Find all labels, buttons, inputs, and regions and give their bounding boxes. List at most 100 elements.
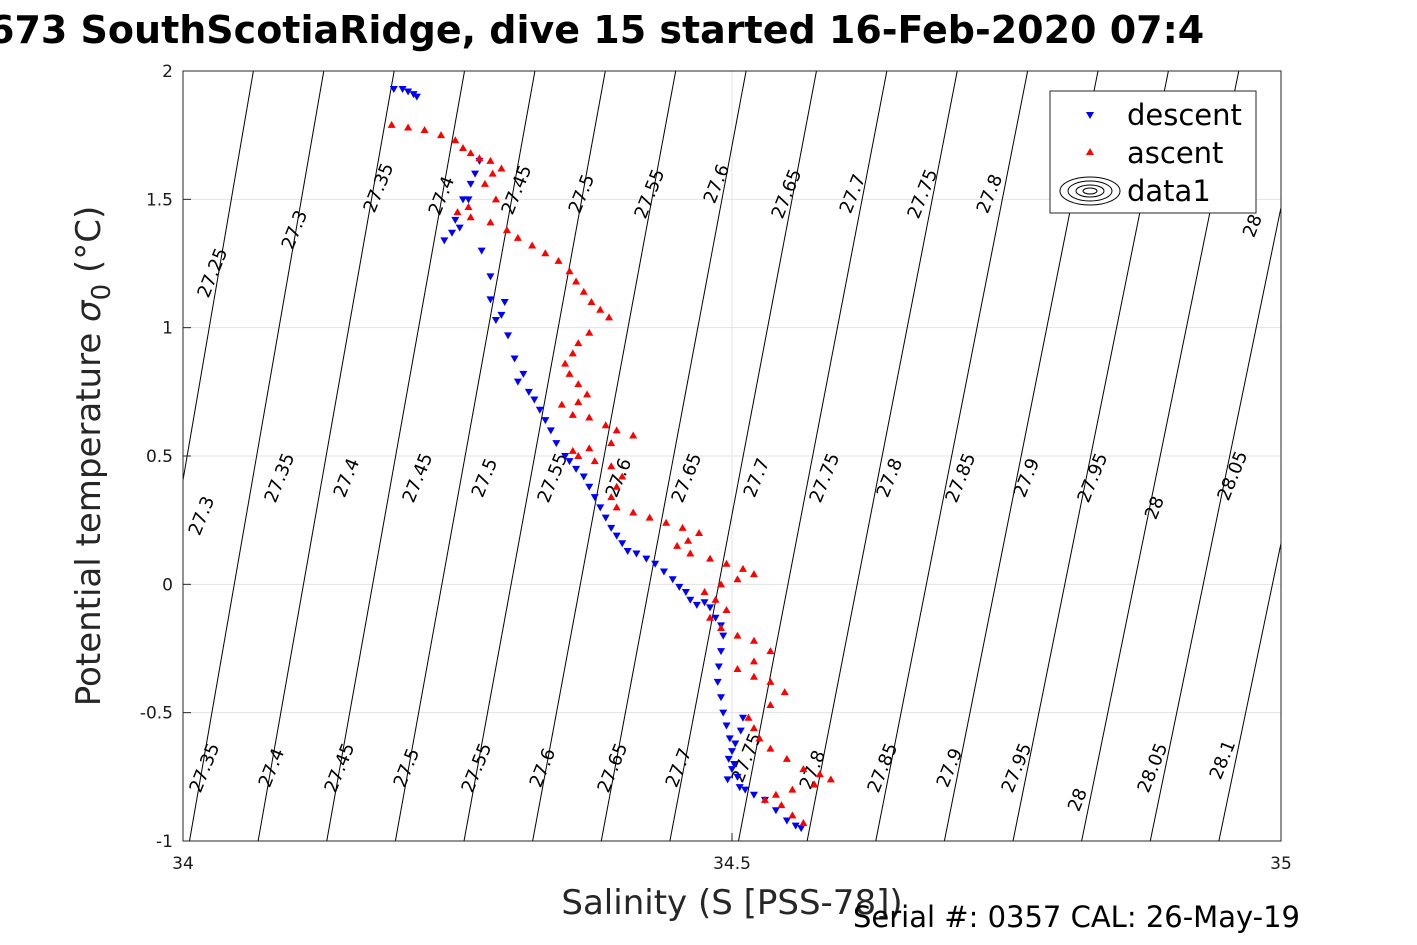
contour-label: 27.95 bbox=[1074, 450, 1113, 506]
ascent-point bbox=[799, 765, 808, 773]
isopycnal-line bbox=[738, 71, 888, 841]
contour-label: 27.65 bbox=[768, 166, 807, 222]
descent-point bbox=[572, 465, 581, 473]
descent-point bbox=[500, 299, 509, 306]
isopycnal-line bbox=[875, 71, 1029, 841]
descent-point bbox=[458, 196, 467, 204]
y-axis-label-name: Potential temperature bbox=[69, 322, 109, 706]
ascent-point bbox=[755, 734, 764, 742]
ascent-point bbox=[587, 298, 596, 305]
descent-point bbox=[713, 678, 722, 686]
ascent-point bbox=[645, 513, 654, 521]
ascent-point bbox=[568, 410, 577, 418]
legend-descent-marker bbox=[1086, 112, 1094, 119]
ascent-point bbox=[574, 339, 583, 347]
contour-label: 27.55 bbox=[631, 166, 670, 222]
contour-label: 27.95 bbox=[998, 740, 1037, 796]
descent-point bbox=[700, 599, 709, 607]
descent-point bbox=[466, 180, 475, 188]
serial-calibration-label: Serial #: 0357 CAL: 26-May-19 bbox=[853, 900, 1300, 934]
descent-point bbox=[642, 555, 651, 563]
descent-point bbox=[730, 761, 739, 768]
ascent-point bbox=[568, 349, 577, 357]
isopycnal-line bbox=[1356, 71, 1417, 841]
y-tick-label: 2 bbox=[162, 62, 173, 82]
descent-point bbox=[535, 406, 544, 414]
legend-contour-icon bbox=[1059, 176, 1121, 206]
ascent-point bbox=[749, 672, 758, 680]
ascent-point bbox=[738, 564, 747, 572]
descent-point bbox=[471, 170, 480, 178]
ascent-point bbox=[629, 508, 638, 516]
contour-label: 27.55 bbox=[458, 740, 497, 796]
contour-label: 27.8 bbox=[973, 171, 1007, 216]
legend-contour-icon bbox=[1067, 180, 1113, 202]
isopycnal-line bbox=[1218, 540, 1281, 841]
ascent-point bbox=[561, 359, 570, 367]
ascent-point bbox=[733, 575, 742, 583]
descent-point bbox=[791, 822, 800, 830]
descent-point bbox=[607, 524, 616, 532]
descent-point bbox=[659, 568, 668, 576]
descent-point bbox=[681, 589, 690, 597]
legend-ascent-label: ascent bbox=[1127, 136, 1223, 170]
chart-title: 673 SouthScotiaRidge, dive 15 started 16… bbox=[0, 8, 1205, 52]
y-axis-label-unit: (°C) bbox=[69, 206, 109, 284]
ascent-point bbox=[749, 724, 758, 732]
ascent-point bbox=[437, 131, 446, 139]
descent-point bbox=[590, 494, 599, 502]
y-tick-label: -0.5 bbox=[140, 704, 173, 724]
descent-point bbox=[723, 776, 732, 784]
descent-point bbox=[711, 614, 720, 622]
x-axis-label: Salinity (S [PSS-78]) bbox=[561, 883, 902, 923]
y-tick-label: 0.5 bbox=[146, 447, 173, 467]
descent-point bbox=[561, 453, 570, 460]
descent-point bbox=[668, 576, 677, 584]
legend-ascent-marker bbox=[1086, 148, 1094, 155]
ascent-point bbox=[788, 785, 797, 793]
legend-contour-icon bbox=[1082, 187, 1098, 195]
ascent-point bbox=[464, 203, 473, 211]
ascent-point bbox=[766, 700, 775, 708]
contour-label: 27.9 bbox=[933, 745, 967, 790]
contour-label: 27.75 bbox=[904, 166, 943, 222]
descent-point bbox=[719, 632, 728, 640]
descent-point bbox=[733, 773, 742, 781]
ascent-point bbox=[451, 136, 460, 144]
ascent-point bbox=[420, 126, 429, 134]
descent-point bbox=[735, 784, 744, 792]
descent-point bbox=[738, 714, 747, 722]
descent-point bbox=[404, 88, 413, 96]
ascent-point bbox=[618, 472, 627, 480]
descent-point bbox=[623, 547, 632, 555]
descent-point bbox=[440, 237, 449, 245]
descent-point bbox=[706, 604, 715, 612]
descent-point bbox=[719, 709, 728, 717]
axes: 34 34.5 35 -1 -0.5 0 0.5 1 1.5 2 Salinity (S [PSS-… bbox=[69, 62, 1292, 923]
descent-point bbox=[541, 417, 550, 425]
ascent-point bbox=[629, 431, 638, 439]
isopycnal-line bbox=[326, 71, 466, 841]
ascent-point bbox=[700, 588, 709, 596]
ascent-point bbox=[404, 123, 413, 131]
ascent-point bbox=[717, 580, 726, 588]
ascent-point bbox=[771, 790, 780, 798]
ascent-point bbox=[554, 256, 563, 264]
descent-point bbox=[524, 388, 533, 396]
ascent-point bbox=[760, 795, 769, 803]
descent-point bbox=[717, 648, 726, 656]
contour-label: 28 bbox=[1141, 493, 1169, 522]
ascent-point bbox=[565, 267, 574, 275]
contour-label: 27.7 bbox=[836, 171, 870, 216]
descent-point bbox=[722, 722, 731, 730]
contour-label: 27.9 bbox=[1010, 455, 1044, 500]
ascent-point bbox=[706, 554, 715, 562]
ascent-point bbox=[574, 452, 583, 459]
ascent-point bbox=[810, 780, 819, 788]
y-axis-label-subscript: 0 bbox=[87, 284, 117, 301]
ascent-point bbox=[780, 688, 789, 696]
ascent-point bbox=[475, 154, 484, 162]
descent-point bbox=[451, 216, 460, 224]
ascent-point bbox=[777, 801, 786, 809]
